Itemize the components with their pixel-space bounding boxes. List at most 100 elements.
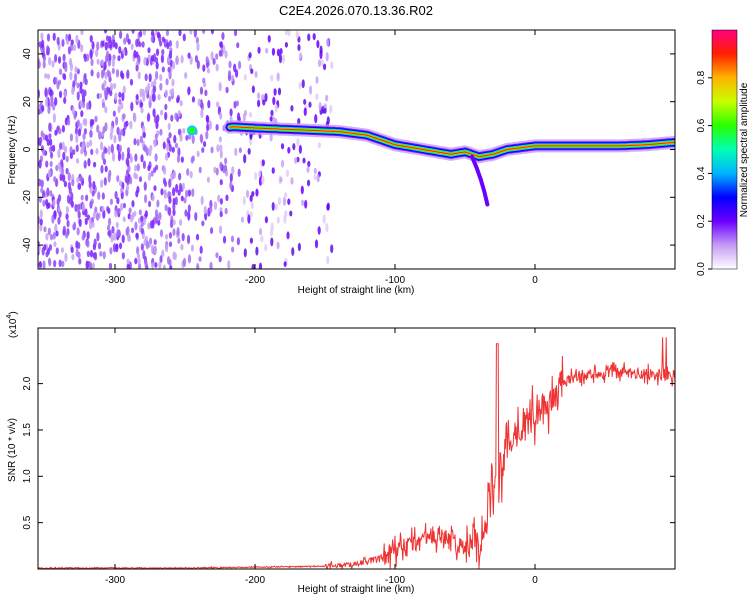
noise-speckle: [57, 216, 61, 225]
noise-speckle: [91, 41, 95, 50]
noise-speckle: [196, 60, 200, 70]
noise-speckle: [49, 138, 53, 146]
noise-speckle: [238, 147, 243, 154]
noise-speckle: [142, 215, 147, 226]
noise-speckle: [151, 219, 155, 229]
noise-speckle: [65, 232, 69, 239]
noise-speckle: [314, 239, 319, 249]
noise-speckle: [186, 234, 191, 245]
noise-speckle: [254, 71, 258, 78]
noise-speckle: [161, 36, 165, 43]
noise-speckle: [187, 86, 191, 95]
noise-speckle: [158, 211, 162, 221]
noise-speckle: [290, 105, 294, 112]
noise-speckle: [191, 96, 196, 103]
noise-speckle: [58, 68, 63, 76]
noise-speckle: [187, 204, 191, 213]
noise-speckle: [112, 242, 117, 253]
noise-speckle: [52, 232, 56, 240]
noise-speckle: [159, 109, 164, 116]
noise-speckle: [180, 54, 184, 64]
noise-speckle: [102, 209, 106, 219]
noise-speckle: [57, 162, 61, 170]
noise-speckle: [174, 112, 178, 121]
noise-speckle: [112, 39, 116, 48]
noise-speckle: [284, 30, 288, 36]
noise-speckle: [316, 40, 320, 49]
noise-speckle: [272, 96, 276, 106]
noise-speckle: [42, 199, 46, 207]
noise-speckle: [219, 41, 224, 49]
noise-speckle: [100, 164, 104, 174]
noise-speckle: [103, 79, 107, 87]
noise-speckle: [216, 101, 220, 108]
noise-speckle: [187, 211, 191, 221]
noise-speckle: [181, 232, 185, 242]
noise-speckle: [282, 196, 287, 206]
noise-speckle: [240, 216, 245, 223]
noise-speckle: [63, 90, 67, 97]
colorbar-tick-label: 0.2: [696, 214, 707, 228]
noise-speckle: [41, 105, 45, 112]
noise-speckle: [242, 112, 246, 122]
noise-speckle: [274, 203, 278, 211]
noise-speckle: [301, 79, 305, 89]
noise-speckle: [307, 160, 311, 168]
noise-speckle: [127, 165, 131, 173]
spectrogram-y-ticks: -40 -20 0 20 40: [22, 48, 675, 252]
noise-speckle: [235, 100, 240, 107]
noise-speckle: [74, 127, 79, 135]
noise-speckle: [58, 259, 62, 268]
noise-speckle: [40, 32, 44, 40]
noise-speckle: [67, 172, 71, 182]
noise-speckle: [84, 78, 88, 86]
noise-speckle: [181, 182, 185, 191]
noise-speckle: [206, 115, 210, 124]
noise-speckle: [122, 216, 126, 223]
noise-speckle: [323, 107, 327, 114]
noise-speckle: [116, 228, 120, 238]
noise-speckle: [153, 185, 157, 192]
noise-speckle: [175, 55, 179, 65]
noise-speckle: [136, 138, 140, 147]
noise-speckle: [76, 227, 80, 236]
noise-speckle: [153, 245, 158, 255]
noise-speckle: [202, 77, 206, 84]
y-tick-label: 20: [22, 96, 33, 108]
noise-speckle: [183, 197, 187, 204]
noise-speckle: [258, 262, 263, 269]
noise-speckle: [200, 195, 204, 206]
noise-speckle: [162, 141, 166, 150]
noise-speckle: [231, 166, 235, 175]
noise-speckle: [164, 89, 168, 98]
noise-speckle: [234, 147, 238, 157]
noise-speckle: [201, 220, 205, 227]
noise-speckle: [75, 248, 79, 257]
noise-speckle: [75, 158, 80, 164]
noise-speckle: [142, 131, 146, 139]
noise-speckle: [218, 136, 222, 143]
noise-speckle: [171, 78, 175, 87]
noise-speckle: [41, 39, 45, 49]
noise-speckle: [219, 150, 223, 159]
noise-speckle: [189, 56, 193, 65]
noise-speckle: [40, 187, 44, 194]
noise-speckle: [144, 194, 148, 204]
noise-speckle: [249, 194, 253, 202]
noise-speckle: [227, 260, 231, 269]
noise-speckle: [172, 208, 176, 217]
noise-speckle: [260, 235, 264, 243]
noise-speckle: [80, 110, 84, 118]
noise-speckle: [165, 152, 169, 161]
noise-speckle: [283, 214, 287, 224]
noise-speckle: [84, 217, 88, 225]
noise-speckle: [83, 89, 87, 97]
noise-speckle: [61, 38, 65, 47]
noise-speckle: [64, 252, 68, 263]
noise-speckle: [308, 85, 313, 95]
y-tick-label: -20: [22, 190, 33, 205]
noise-speckle: [326, 255, 330, 265]
noise-speckle: [138, 209, 142, 216]
noise-speckle: [133, 49, 137, 59]
noise-speckle: [168, 241, 173, 248]
